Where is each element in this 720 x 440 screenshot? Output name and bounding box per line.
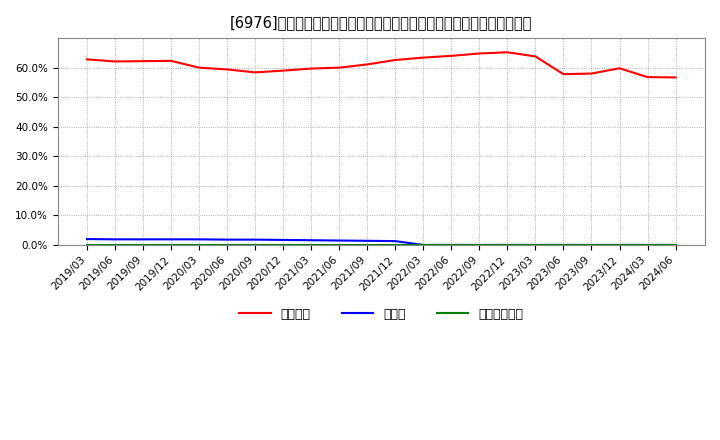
自己資本 [671, 75, 680, 80]
自己資本 [531, 54, 540, 59]
のれん [83, 236, 91, 242]
Legend: 自己資本, のれん, 繰延税金資産: 自己資本, のれん, 繰延税金資産 [235, 303, 528, 326]
Title: [6976]　自己資本、のれん、繰延税金資産の総資産に対する比率の推移: [6976] 自己資本、のれん、繰延税金資産の総資産に対する比率の推移 [230, 15, 533, 30]
自己資本 [251, 70, 259, 75]
のれん [615, 242, 624, 248]
繰延税金資産 [531, 242, 540, 248]
繰延税金資産 [643, 242, 652, 248]
繰延税金資産 [251, 242, 259, 248]
自己資本 [83, 57, 91, 62]
繰延税金資産 [83, 242, 91, 248]
繰延税金資産 [391, 242, 400, 248]
繰延税金資産 [195, 242, 204, 248]
繰延税金資産 [475, 242, 484, 248]
のれん [531, 242, 540, 248]
繰延税金資産 [167, 242, 176, 248]
自己資本 [167, 58, 176, 63]
繰延税金資産 [363, 242, 372, 248]
のれん [222, 237, 231, 242]
のれん [559, 242, 568, 248]
自己資本 [363, 62, 372, 67]
繰延税金資産 [335, 242, 343, 248]
自己資本 [139, 59, 148, 64]
のれん [447, 242, 456, 248]
繰延税金資産 [671, 242, 680, 248]
自己資本 [503, 50, 512, 55]
繰延税金資産 [447, 242, 456, 248]
自己資本 [475, 51, 484, 56]
繰延税金資産 [615, 242, 624, 248]
自己資本 [643, 74, 652, 80]
のれん [139, 237, 148, 242]
繰延税金資産 [139, 242, 148, 248]
自己資本 [615, 66, 624, 71]
Line: のれん: のれん [87, 239, 675, 245]
自己資本 [391, 57, 400, 62]
繰延税金資産 [588, 242, 596, 248]
のれん [279, 237, 287, 242]
繰延税金資産 [307, 242, 315, 248]
繰延税金資産 [503, 242, 512, 248]
のれん [307, 238, 315, 243]
のれん [503, 242, 512, 248]
自己資本 [335, 65, 343, 70]
自己資本 [419, 55, 428, 60]
のれん [195, 237, 204, 242]
繰延税金資産 [419, 242, 428, 248]
自己資本 [447, 53, 456, 59]
繰延税金資産 [559, 242, 568, 248]
のれん [588, 242, 596, 248]
自己資本 [307, 66, 315, 71]
自己資本 [279, 68, 287, 73]
繰延税金資産 [222, 242, 231, 248]
のれん [671, 242, 680, 248]
繰延税金資産 [279, 242, 287, 248]
Line: 自己資本: 自己資本 [87, 52, 675, 77]
自己資本 [195, 65, 204, 70]
のれん [419, 242, 428, 248]
のれん [475, 242, 484, 248]
のれん [335, 238, 343, 243]
のれん [251, 237, 259, 242]
自己資本 [588, 71, 596, 76]
のれん [167, 237, 176, 242]
自己資本 [222, 67, 231, 72]
自己資本 [111, 59, 120, 64]
自己資本 [559, 72, 568, 77]
のれん [643, 242, 652, 248]
繰延税金資産 [111, 242, 120, 248]
のれん [391, 238, 400, 244]
のれん [111, 237, 120, 242]
のれん [363, 238, 372, 243]
